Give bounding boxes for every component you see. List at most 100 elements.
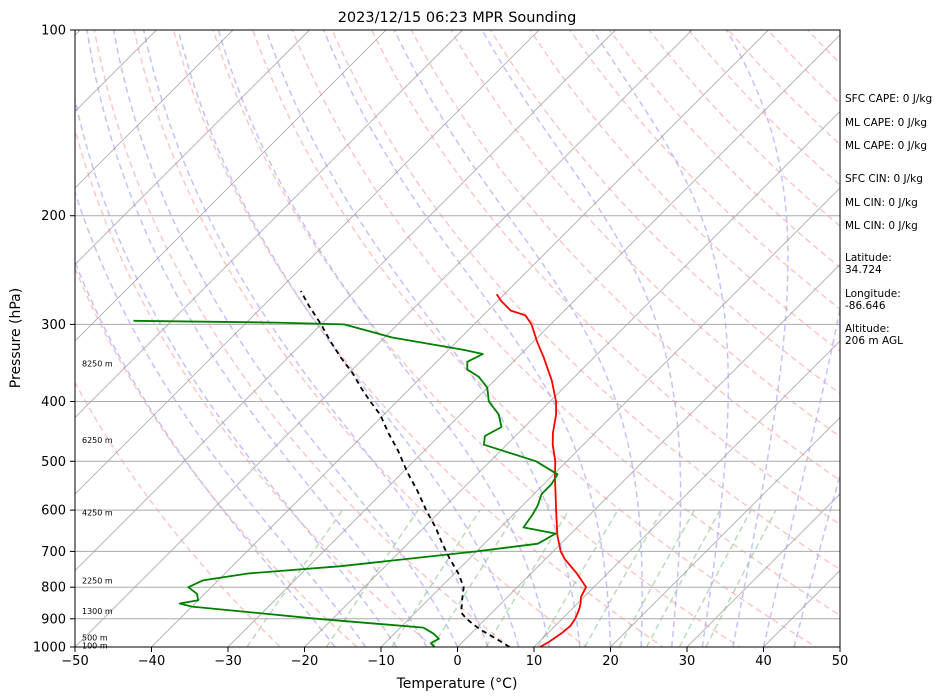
moist-adiabat [762, 304, 840, 647]
y-tick-label: 800 [41, 581, 66, 596]
dewpoint-trace [133, 319, 559, 647]
moist-adiabat [75, 96, 397, 647]
moist-adiabat [177, 30, 520, 647]
x-tick-label: 40 [755, 654, 772, 669]
moist-adiabat [793, 472, 840, 647]
mixing-ratio-line [705, 509, 777, 647]
x-tick-label: 50 [832, 654, 849, 669]
chart-title: 2023/12/15 06:23 MPR Sounding [338, 10, 577, 26]
y-tick-label: 1000 [33, 641, 66, 656]
parcel-trace [300, 290, 510, 647]
moist-adiabat [217, 30, 551, 647]
isotherm [75, 30, 387, 342]
dry-adiabat [410, 30, 840, 482]
height-label: 8250 m [82, 359, 113, 368]
y-tick-label: 700 [41, 545, 66, 560]
isotherm [75, 30, 540, 495]
sfc-cin-text: SFC CIN: 0 J/kg [845, 173, 923, 185]
mixing-ratio-line [678, 509, 752, 647]
moist-adiabat [112, 30, 459, 647]
x-tick-label: 10 [526, 654, 543, 669]
isotherm [151, 30, 769, 647]
ml-cin-text-2: ML CIN: 0 J/kg [845, 220, 918, 232]
moist-adiabat [393, 30, 643, 647]
height-label: 100 m [82, 642, 108, 651]
dry-adiabat [648, 30, 840, 228]
mixing-ratio-line [618, 509, 696, 647]
latitude-label: Latitude: [845, 252, 892, 264]
x-axis-label: Temperature (°C) [396, 676, 518, 692]
isotherm [457, 263, 840, 647]
altitude-label: Altitude: [845, 323, 890, 335]
height-label: 1300 m [82, 607, 113, 616]
isotherm [686, 493, 840, 647]
isotherm [75, 30, 693, 647]
dry-adiabat [489, 30, 840, 395]
x-tick-label: −40 [138, 654, 165, 669]
height-label: 2250 m [82, 576, 113, 585]
x-tick-label: −30 [214, 654, 241, 669]
y-axis-ticks: 1000 900 800 700 600 500 400 300 200 100 [33, 24, 75, 656]
moist-adiabat [481, 30, 682, 647]
longitude-value: -86.646 [845, 300, 886, 312]
y-tick-label: 900 [41, 612, 66, 627]
temperature-trace [495, 293, 587, 647]
dry-adiabat [331, 30, 840, 571]
mixing-ratio-line [246, 509, 344, 647]
dry-adiabat [75, 266, 359, 647]
y-tick-label: 200 [41, 209, 66, 224]
moist-adiabat [592, 30, 730, 647]
dry-adiabat [568, 30, 840, 310]
y-axis-label: Pressure (hPa) [8, 288, 24, 388]
isotherm [533, 340, 840, 647]
ml-cape-text-2: ML CAPE: 0 J/kg [845, 140, 927, 152]
isotherm [75, 30, 234, 189]
x-tick-label: 20 [602, 654, 619, 669]
isotherm [75, 30, 616, 572]
dry-adiabat [75, 126, 435, 647]
y-tick-label: 500 [41, 455, 66, 470]
mixing-ratio-line [584, 509, 663, 647]
longitude-label: Longitude: [845, 288, 901, 300]
y-tick-label: 100 [41, 24, 66, 39]
mixing-ratio-line [391, 509, 481, 647]
isotherm [75, 30, 463, 419]
x-tick-label: −10 [367, 654, 394, 669]
moist-adiabat [726, 30, 789, 647]
moist-adiabat [265, 30, 581, 647]
sounding-traces [133, 290, 587, 647]
x-tick-label: −50 [61, 654, 88, 669]
dry-adiabat [291, 30, 840, 617]
isotherm [380, 187, 840, 647]
x-tick-label: 30 [679, 654, 696, 669]
latitude-value: 34.724 [845, 264, 882, 276]
isotherm [610, 416, 840, 647]
isotherm [75, 30, 310, 266]
moist-adiabat [86, 30, 428, 647]
ml-cin-text-1: ML CIN: 0 J/kg [845, 197, 918, 209]
x-tick-label: 0 [453, 654, 461, 669]
indices-panel: SFC CAPE: 0 J/kg ML CAPE: 0 J/kg ML CAPE… [845, 93, 932, 232]
isotherm [304, 110, 840, 647]
x-tick-label: −20 [291, 654, 318, 669]
mixing-ratio-line [325, 509, 419, 647]
moist-adiabat [75, 189, 367, 647]
dry-adiabat [212, 30, 741, 647]
mixing-ratio-line [645, 509, 721, 647]
moist-adiabat [323, 30, 612, 647]
mixing-ratio-line [431, 509, 519, 647]
moist-adiabat [75, 260, 336, 647]
y-tick-label: 400 [41, 395, 66, 410]
height-label: 6250 m [82, 436, 113, 445]
mixing-ratio-line [537, 509, 619, 647]
height-label: 500 m [82, 633, 108, 642]
ml-cape-text-1: ML CAPE: 0 J/kg [845, 117, 927, 129]
dry-adiabat [450, 30, 840, 438]
x-axis-ticks: −50 −40 −30 −20 −10 0 10 20 30 40 50 [61, 647, 848, 669]
sfc-cape-text: SFC CAPE: 0 J/kg [845, 93, 932, 105]
location-panel: Latitude: 34.724 Longitude: -86.646 Alti… [845, 252, 903, 347]
altitude-value: 206 m AGL [845, 335, 903, 347]
y-tick-label: 600 [41, 504, 66, 519]
